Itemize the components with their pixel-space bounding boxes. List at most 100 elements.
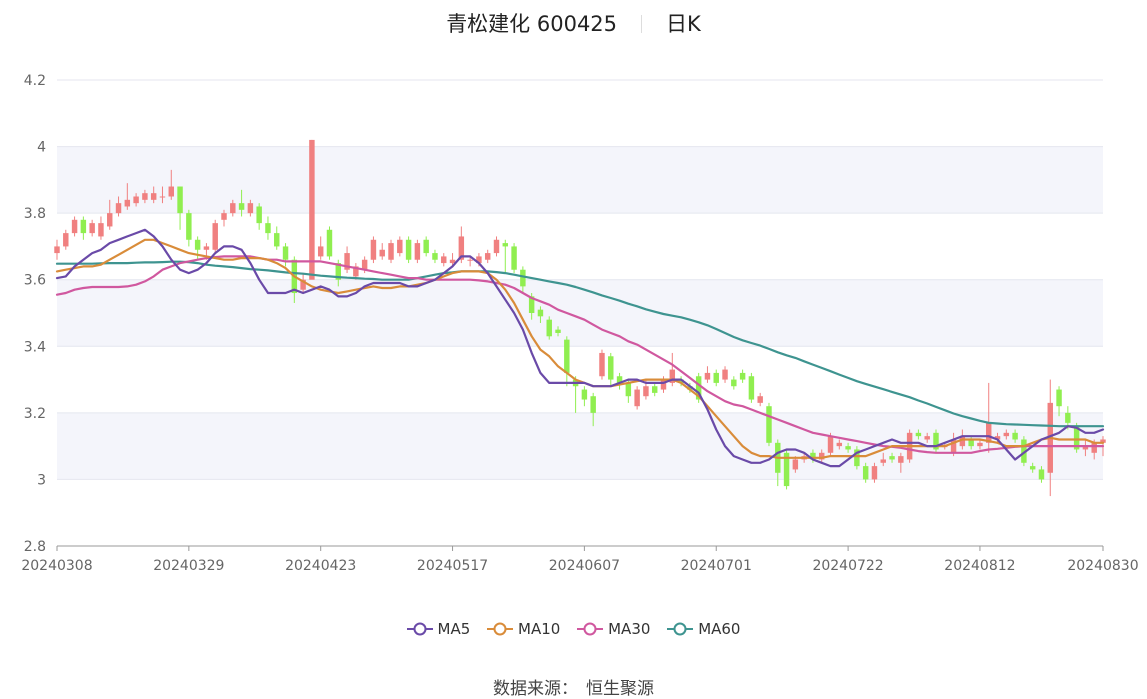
legend-item-ma5[interactable]: MA5 xyxy=(406,620,471,638)
candle-body xyxy=(616,376,623,383)
candle-body xyxy=(423,239,429,254)
candle-body xyxy=(792,459,799,470)
candle-body xyxy=(651,386,658,393)
kline-chart: 2.8 3 3.2 3.4 3.6 3.8 4 4.2 20240308 20240329 2024… xyxy=(21,73,1138,574)
legend-label-ma60: MA60 xyxy=(698,620,741,638)
candle-body xyxy=(230,203,236,214)
candle-body xyxy=(994,436,1001,440)
x-tick-label: 20240701 xyxy=(681,558,752,574)
candle-body xyxy=(634,389,640,407)
candle-body xyxy=(546,319,552,337)
ma30-legend-icon xyxy=(577,622,604,636)
candle-body xyxy=(871,466,878,480)
candle-body xyxy=(977,442,983,447)
candle-body xyxy=(1003,432,1010,437)
candle-body xyxy=(256,206,262,224)
chart-title: 青松建化 600425 日K xyxy=(0,8,1147,38)
candle-body xyxy=(836,442,843,447)
candle-body xyxy=(1021,439,1027,463)
stock-name-code: 青松建化 600425 xyxy=(446,12,618,36)
candle-body xyxy=(678,379,684,383)
candle-body xyxy=(1065,412,1071,423)
legend-item-ma10[interactable]: MA10 xyxy=(487,620,560,638)
candle-body xyxy=(300,279,306,290)
y-tick-label: 3 xyxy=(37,472,46,488)
candle-body xyxy=(449,259,456,264)
candle-body xyxy=(1091,442,1097,453)
data-source: 数据来源： 恒生聚源 xyxy=(0,674,1147,699)
candle-body xyxy=(142,193,148,200)
candle-body xyxy=(89,223,95,234)
chart-legend: MA5 MA10 MA30 MA60 xyxy=(0,620,1147,640)
candle-body xyxy=(1082,446,1089,450)
source-label: 数据来源： xyxy=(493,679,578,699)
x-tick-label: 20240517 xyxy=(417,558,488,574)
y-tick-label: 3.4 xyxy=(24,339,46,355)
candle-body xyxy=(150,193,157,200)
grid-band xyxy=(57,146,1103,214)
candle-body xyxy=(643,386,649,397)
x-tick-label: 20240607 xyxy=(549,558,620,574)
candle-body xyxy=(599,352,605,377)
candle-body xyxy=(950,439,957,453)
candle-body xyxy=(713,372,719,383)
candle-body xyxy=(274,233,280,247)
candle-body xyxy=(335,263,342,280)
candle-body xyxy=(590,396,596,413)
candle-body xyxy=(608,356,614,380)
candle-body xyxy=(555,329,561,333)
legend-label-ma5: MA5 xyxy=(437,620,471,638)
candle-body xyxy=(194,239,201,250)
candle-body xyxy=(432,253,438,260)
candle-body xyxy=(317,246,324,257)
legend-label-ma30: MA30 xyxy=(608,620,651,638)
candle-body xyxy=(880,459,886,463)
candle-body xyxy=(528,296,535,313)
candle-body xyxy=(414,243,421,260)
candle-body xyxy=(115,203,122,214)
candle-body xyxy=(502,243,509,247)
candle-body xyxy=(309,139,315,280)
candle-body xyxy=(177,186,183,214)
candle-body xyxy=(669,369,676,383)
candle-body xyxy=(397,239,403,254)
x-tick-label: 20240329 xyxy=(153,558,224,574)
candle-body xyxy=(247,203,254,214)
candle-body xyxy=(1029,466,1036,470)
x-tick-label: 20240812 xyxy=(944,558,1015,574)
candle-body xyxy=(766,406,772,443)
candle-body xyxy=(695,376,702,400)
candle-body xyxy=(898,456,904,463)
legend-label-ma10: MA10 xyxy=(518,620,561,638)
candle-body xyxy=(476,256,482,264)
candle-body xyxy=(405,239,412,260)
candle-body xyxy=(704,372,711,380)
candle-body xyxy=(265,223,271,234)
ma60-legend-icon xyxy=(667,622,694,636)
candle-body xyxy=(537,309,544,317)
candle-body xyxy=(221,213,227,220)
candle-body xyxy=(933,432,939,450)
candle-body xyxy=(168,186,174,197)
y-tick-label: 4.2 xyxy=(24,73,46,89)
candle-body xyxy=(845,446,851,450)
legend-item-ma60[interactable]: MA60 xyxy=(667,620,740,638)
candle-body xyxy=(370,239,377,260)
candle-body xyxy=(344,253,350,270)
legend-item-ma30[interactable]: MA30 xyxy=(577,620,650,638)
candle-body xyxy=(484,253,491,260)
candle-body xyxy=(889,456,895,460)
ma30-line xyxy=(55,255,1105,454)
candle-body xyxy=(107,213,113,227)
candle-body xyxy=(1073,426,1080,450)
candle-body xyxy=(810,452,816,460)
y-tick-label: 4 xyxy=(37,140,46,156)
candle-body xyxy=(458,236,465,260)
candle-body xyxy=(203,246,210,250)
candle-body xyxy=(660,379,667,390)
x-tick-label: 20240830 xyxy=(1067,558,1138,574)
candle-body xyxy=(353,266,359,277)
candle-body xyxy=(968,439,974,447)
ma60-line xyxy=(55,260,1105,428)
candle-body xyxy=(739,372,746,380)
